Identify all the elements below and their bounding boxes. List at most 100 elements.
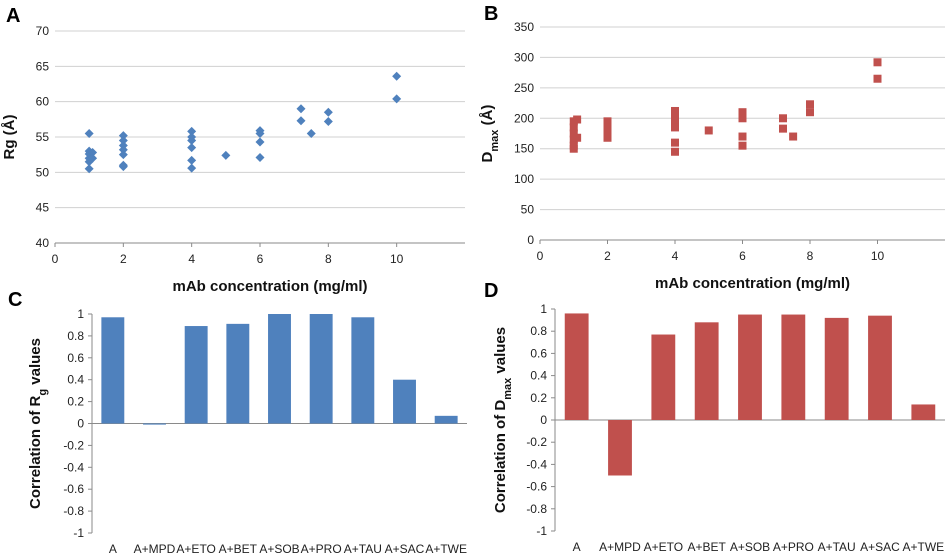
x-category-label: A+BET xyxy=(219,542,258,556)
y-axis-label-unit: values xyxy=(27,338,44,389)
y-tick-label: -0.2 xyxy=(63,438,84,452)
data-point xyxy=(296,104,306,114)
data-point xyxy=(187,155,197,165)
data-point xyxy=(671,106,679,115)
x-category-label: A+TWE xyxy=(425,542,467,556)
data-point xyxy=(738,132,747,141)
bar-a-sac xyxy=(868,315,892,420)
y-tick-label: -0.4 xyxy=(526,457,547,471)
x-tick-label: 10 xyxy=(871,249,885,263)
bar-a-mpd xyxy=(608,420,632,476)
data-point xyxy=(704,126,713,135)
y-tick-label: 55 xyxy=(36,130,50,144)
bar-a-sob xyxy=(268,314,291,424)
y-tick-label: 0.4 xyxy=(530,369,547,383)
data-point xyxy=(806,108,814,117)
data-point xyxy=(118,131,128,141)
y-tick-label: 350 xyxy=(514,20,534,34)
data-point xyxy=(806,100,814,109)
data-point xyxy=(569,144,578,153)
panel-a: A 40 45 50 55 60 65 70 0 2 4 6 8 10 mAb concentration … xyxy=(1,5,465,295)
data-point xyxy=(84,164,94,174)
y-axis-label-sub: max xyxy=(489,129,501,152)
x-tick-label: 4 xyxy=(188,252,195,266)
x-tick-label: 8 xyxy=(807,249,814,263)
data-point xyxy=(779,114,787,123)
y-tick-label: 0.6 xyxy=(530,346,547,360)
x-category-label: A+ETO xyxy=(644,540,683,554)
y-tick-label: 0.4 xyxy=(67,373,84,387)
y-tick-label: 200 xyxy=(514,111,534,125)
data-point xyxy=(671,111,679,120)
x-category-label: A xyxy=(573,540,581,554)
data-point xyxy=(392,71,402,81)
data-point xyxy=(573,115,582,124)
panel-b: B 0 50 100 150 200 250 300 350 0 2 4 6 8 10 mAb concent… xyxy=(479,3,945,292)
x-category-label: A+TAU xyxy=(818,540,856,554)
data-point xyxy=(187,126,197,136)
y-tick-label: 0.2 xyxy=(67,395,84,409)
y-axis-label: Correlation of Rg values xyxy=(27,338,49,509)
y-tick-label: -1 xyxy=(536,524,547,538)
data-point xyxy=(323,107,333,117)
data-point xyxy=(255,152,265,162)
data-point xyxy=(306,128,316,138)
x-category-label: A+ETO xyxy=(176,542,215,556)
y-tick-label: 60 xyxy=(36,95,50,109)
x-tick-label: 2 xyxy=(604,249,611,263)
y-axis-label-main: D xyxy=(479,151,496,162)
y-tick-label: -0.8 xyxy=(526,502,547,516)
bar-a-eto xyxy=(651,334,676,420)
data-point xyxy=(671,138,679,147)
x-tick-label: 6 xyxy=(739,249,746,263)
data-point xyxy=(603,123,612,132)
data-point xyxy=(779,124,787,133)
bar-a-sac xyxy=(393,379,416,424)
data-point xyxy=(187,143,197,153)
data-point xyxy=(873,74,882,83)
data-point xyxy=(323,116,333,126)
panel-letter: A xyxy=(6,5,20,27)
y-axis-label: Rg (Å) xyxy=(1,115,18,160)
panel-d: D-1-0.8-0.6-0.4-0.200.20.40.60.81A A+MPD A… xyxy=(484,280,945,554)
data-point xyxy=(88,148,98,158)
x-category-label: A+SOB xyxy=(730,540,770,554)
x-tick-label: 10 xyxy=(390,252,404,266)
x-category-label: A+SAC xyxy=(860,540,900,554)
data-point xyxy=(187,136,197,146)
data-point xyxy=(392,94,402,104)
x-category-label: A+MPD xyxy=(599,540,641,554)
y-tick-label: 0 xyxy=(540,413,547,427)
bar-a xyxy=(564,313,589,420)
x-category-label: A+PRO xyxy=(301,542,342,556)
y-axis-label: Dmax (Å) xyxy=(479,105,501,163)
data-point xyxy=(873,58,882,67)
x-category-label: A xyxy=(109,542,117,556)
data-point xyxy=(118,162,128,172)
x-tick-label: 8 xyxy=(325,252,332,266)
bar-a-twe xyxy=(911,404,936,420)
y-axis-label: Correlation of Dmax values xyxy=(492,327,514,513)
x-category-label: A+MPD xyxy=(134,542,176,556)
x-category-label: A+SOB xyxy=(259,542,299,556)
data-point xyxy=(255,128,265,138)
x-category-label: A+BET xyxy=(687,540,726,554)
y-axis-label-main: Correlation of R xyxy=(27,395,44,509)
x-tick-label: 0 xyxy=(537,249,544,263)
y-tick-label: 0.8 xyxy=(67,329,84,343)
data-point xyxy=(118,150,128,160)
bar-a-pro xyxy=(309,314,333,424)
bar-a-mpd xyxy=(143,423,166,425)
bar-a-eto xyxy=(184,326,208,424)
bar-a-bet xyxy=(694,322,719,420)
data-point xyxy=(84,128,94,138)
y-tick-label: 0 xyxy=(527,233,534,247)
data-point xyxy=(187,163,197,173)
data-point xyxy=(88,153,98,163)
x-category-label: A+TAU xyxy=(344,542,382,556)
data-point xyxy=(738,114,747,123)
y-tick-label: -0.6 xyxy=(526,480,547,494)
y-tick-label: -0.6 xyxy=(63,482,84,496)
data-point xyxy=(569,129,578,138)
